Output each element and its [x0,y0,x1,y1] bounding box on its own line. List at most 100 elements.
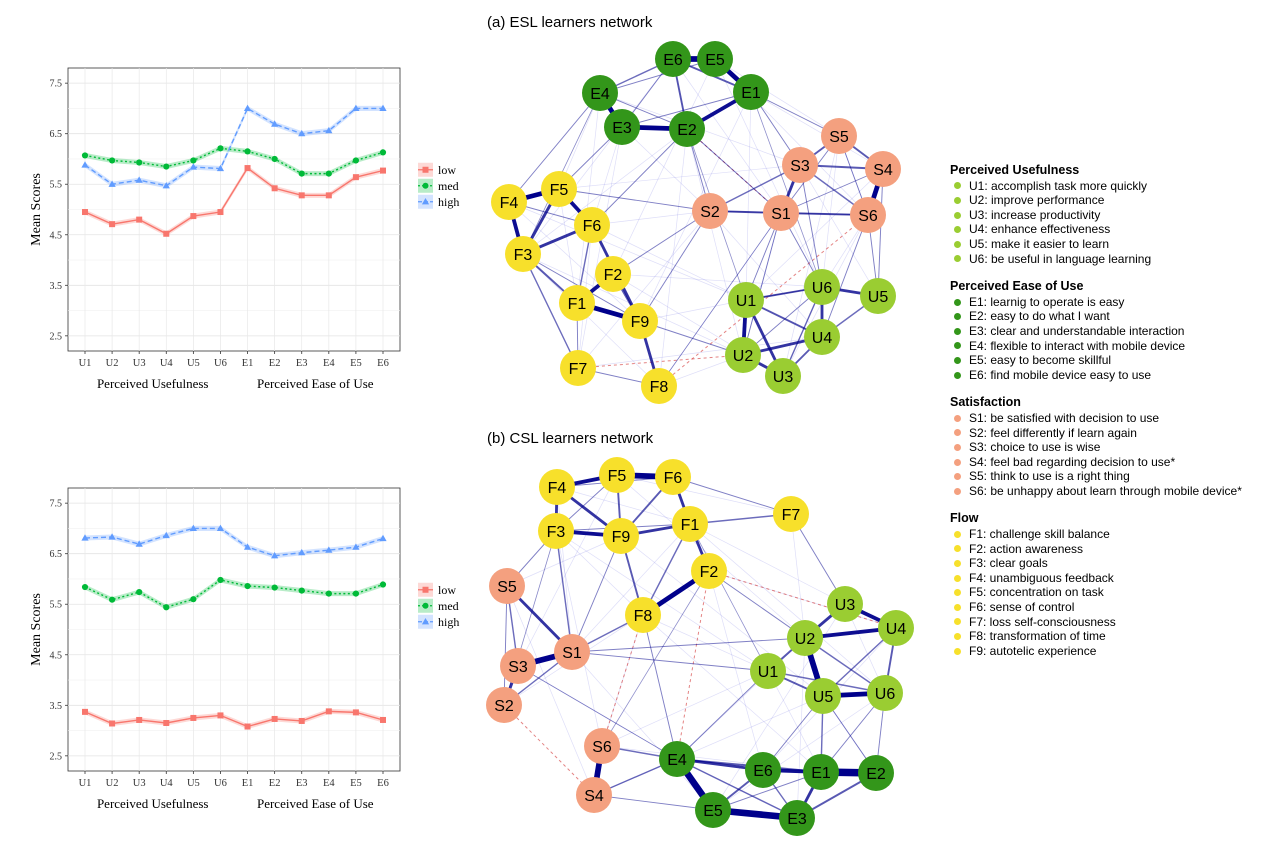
x-tick-label: E2 [269,778,281,789]
edge-faint [767,670,822,773]
legend-marker [422,586,429,593]
point-high [189,524,197,532]
edge-faint [577,126,623,369]
network-b-title: (b) CSL learners network [487,430,654,447]
legend-group-title: Perceived Ease of Use [950,279,1084,294]
legend-group-title: Perceived Usefulness [950,163,1080,177]
node-label-F7: F7 [569,361,588,378]
node-U1 [750,653,786,689]
point-med [352,590,360,597]
point-med [379,149,387,156]
node-U6 [804,269,840,305]
node-E6 [745,752,781,788]
node-label-S3: S3 [508,659,528,676]
x-tick-label: E1 [242,358,254,369]
legend-dot-icon [954,473,961,481]
node-label-E3: E3 [787,811,807,828]
edge-faint [709,210,823,338]
node-label-F1: F1 [681,517,700,534]
edge-S5-S2 [503,585,508,706]
point-high [352,104,360,112]
edge-faint [796,637,806,819]
node-label-E6: E6 [753,763,773,780]
legend-dot-icon [954,574,961,582]
legend-item: S2: feel differently if learn again [950,426,1270,441]
edge-faint [601,745,822,773]
edge-faint [555,530,644,616]
node-U3 [827,586,863,622]
legend-item: E4: flexible to interact with mobile dev… [950,339,1270,354]
x-tick-label: E3 [296,358,308,369]
legend-item: S3: choice to use is wise [950,440,1270,455]
edge-S1-U2 [742,212,782,356]
x-group-label: Perceived Usefulness [97,376,209,391]
nodes: F4 F5 F6 F3 F9 F1 F7 F2 F8 S5 S1 S3 S2 S6 S4 U3 U2 U4 U1 U5… [486,457,914,836]
point-low [217,209,224,216]
point-med [379,581,387,588]
legend-item: F4: unambiguous feedback [950,571,1270,586]
edge-faint [616,474,792,515]
series-band-low [85,708,383,730]
point-high [271,120,279,127]
x-tick-label: U3 [133,358,146,369]
node-label-S2: S2 [700,204,720,221]
edge-faint [508,201,641,322]
edge-S4-E5 [593,794,714,811]
legend-label-high: high [438,615,459,629]
edge-faint [821,135,840,288]
node-S1 [763,195,799,231]
node-S6 [850,197,886,233]
point-high [298,129,306,137]
node-label-S3: S3 [790,158,810,175]
node-E6 [655,41,691,77]
node-U2 [787,620,823,656]
legend-item: E2: easy to do what I want [950,309,1270,324]
legend-item: F8: transformation of time [950,629,1270,644]
legend-item-label: F2: action awareness [969,541,1084,556]
node-S4 [865,151,901,187]
point-med [298,587,305,594]
y-tick-label: 7.5 [50,499,63,510]
point-low [380,716,386,723]
edge-faint [601,670,769,747]
node-label-F8: F8 [650,379,669,396]
edge-negative [708,570,897,629]
node-label-U6: U6 [812,280,833,297]
edge-S3-E4 [517,665,678,760]
y-tick-label: 3.5 [50,701,63,712]
node-label-F8: F8 [634,608,653,625]
point-high [81,534,89,541]
node-label-E4: E4 [667,752,687,769]
edge-faint [672,58,782,214]
point-low [190,714,197,721]
legend-item-label: E2: easy to do what I want [969,309,1110,324]
node-label-U5: U5 [813,689,834,706]
point-low [298,192,305,199]
point-med [163,604,170,611]
series-band-med [85,145,383,177]
legend-dot-icon [954,443,961,451]
legend-group: Satisfaction S1: be satisfied with decisi… [950,395,1270,498]
x-group-label: Perceived Ease of Use [257,796,374,811]
node-F8 [625,597,661,633]
point-high [379,104,387,112]
edge-faint [558,188,578,304]
point-low [244,723,251,730]
point-med [244,582,251,590]
edge-E1-E3 [621,91,752,128]
point-low [271,715,278,722]
series-line-low [84,710,384,728]
node-S2 [692,193,728,229]
edge-faint [558,164,801,190]
node-label-F1: F1 [568,296,587,313]
point-high [352,543,360,550]
point-high [379,534,387,542]
edge-faint [612,273,823,288]
edge-faint [522,253,660,387]
legend-item-label: S2: feel differently if learn again [969,425,1137,440]
legend-item-label: F1: challenge skill balance [969,527,1110,542]
node-label-U4: U4 [812,330,833,347]
network-a-graph: E6 E5 E4 E1 E3 E2 S5 S3 S4 S2 S1 S6 F5 F4 F6 F3 F2 F1 F9 F7… [491,41,901,404]
node-U3 [765,358,801,394]
point-low [244,165,251,172]
